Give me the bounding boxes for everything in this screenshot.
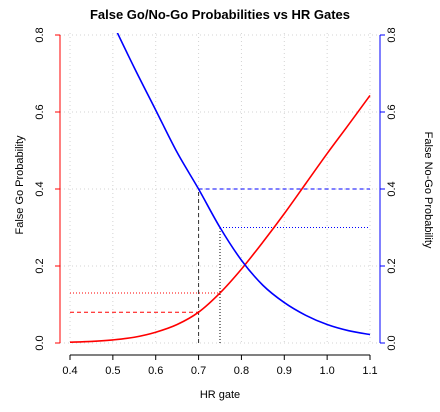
x-axis-tick-label: 1.1 <box>362 365 377 377</box>
x-axis-label: HR gate <box>200 389 240 401</box>
right-axis-tick-label: 0.0 <box>386 335 398 350</box>
x-axis-tick-label: 0.7 <box>191 365 206 377</box>
left-axis-tick-label: 0.0 <box>34 335 46 350</box>
x-axis-tick-label: 0.5 <box>105 365 120 377</box>
x-axis-tick-label: 0.6 <box>148 365 163 377</box>
x-axis-tick-label: 0.9 <box>277 365 292 377</box>
grid <box>60 33 380 344</box>
x-axis-tick-label: 0.8 <box>234 365 249 377</box>
right-axis-tick-label: 0.4 <box>386 181 398 196</box>
right-axis-tick-label: 0.2 <box>386 258 398 273</box>
x-axis-tick-label: 0.4 <box>62 365 77 377</box>
right-axis-tick-label: 0.8 <box>386 27 398 42</box>
chart-title: False Go/No-Go Probabilities vs HR Gates <box>90 7 350 22</box>
left-axis-tick-label: 0.8 <box>34 27 46 42</box>
right-y-axis-label: False No-Go Probability <box>422 132 434 249</box>
series <box>69 33 371 343</box>
right-axis-tick-label: 0.6 <box>386 104 398 119</box>
axes: 0.0 0.2 0.4 0.6 0.8 0.0 0.2 0.4 0.6 0.8 0.4 0.5 0.6 0… <box>34 27 398 377</box>
series-line-false-no-go <box>116 33 371 336</box>
series-line-false-go <box>69 94 371 343</box>
left-axis-tick-label: 0.6 <box>34 104 46 119</box>
x-axis-tick-label: 1.0 <box>319 365 334 377</box>
reference-lines <box>70 188 370 343</box>
left-y-axis-label: False Go Probability <box>14 135 26 235</box>
left-axis-tick-label: 0.4 <box>34 181 46 196</box>
left-axis-tick-label: 0.2 <box>34 258 46 273</box>
